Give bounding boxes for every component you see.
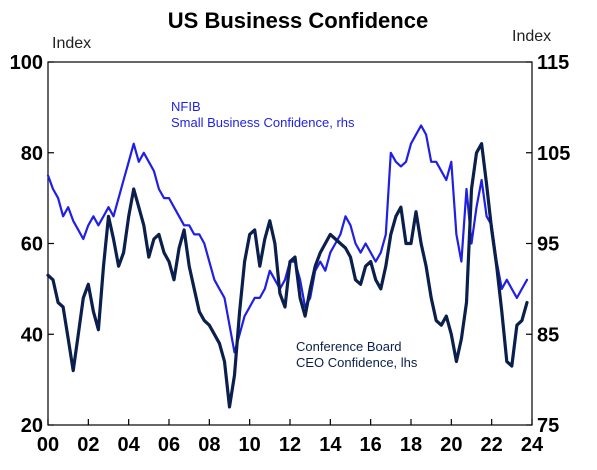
left-axis-label: Index [52, 35, 91, 52]
left-tick-label: 80 [21, 143, 43, 165]
x-tick-label: 14 [319, 434, 342, 456]
x-axis-ticks: 00 02 04 06 08 10 12 14 16 18 20 22 24 [37, 419, 544, 456]
right-tick-label: 105 [537, 143, 570, 165]
right-axis-ticks: 115 105 95 85 75 [526, 52, 570, 437]
nfib-annotation-line2: Small Business Confidence, rhs [171, 115, 355, 130]
x-tick-label: 22 [481, 434, 503, 456]
right-tick-label: 75 [537, 415, 559, 437]
series-layer [46, 124, 529, 409]
x-tick-label: 16 [360, 434, 382, 456]
ceo-confidence-series-line [46, 142, 529, 409]
x-tick-label: 04 [118, 434, 141, 456]
right-tick-label: 115 [537, 52, 569, 74]
ceo-annotation-line1: Conference Board [296, 339, 402, 354]
x-tick-label: 02 [77, 434, 99, 456]
ceo-annotation-line2: CEO Confidence, lhs [296, 355, 418, 370]
nfib-annotation-line1: NFIB [171, 99, 201, 114]
x-tick-label: 12 [279, 434, 301, 456]
x-tick-label: 00 [37, 434, 59, 456]
left-tick-label: 20 [21, 415, 43, 437]
x-tick-label: 18 [400, 434, 422, 456]
left-tick-label: 100 [10, 52, 43, 74]
x-tick-label: 08 [198, 434, 220, 456]
left-axis-ticks: 100 80 60 40 20 [10, 52, 54, 437]
x-tick-label: 10 [239, 434, 261, 456]
right-tick-label: 95 [537, 234, 559, 256]
x-tick-label: 24 [521, 434, 544, 456]
nfib-series-line [46, 124, 529, 354]
left-tick-label: 60 [21, 234, 43, 256]
right-tick-label: 85 [537, 324, 559, 346]
chart-title: US Business Confidence [168, 8, 428, 33]
x-tick-label: 06 [158, 434, 180, 456]
left-tick-label: 40 [21, 324, 43, 346]
right-axis-label: Index [512, 28, 551, 45]
x-tick-label: 20 [440, 434, 462, 456]
